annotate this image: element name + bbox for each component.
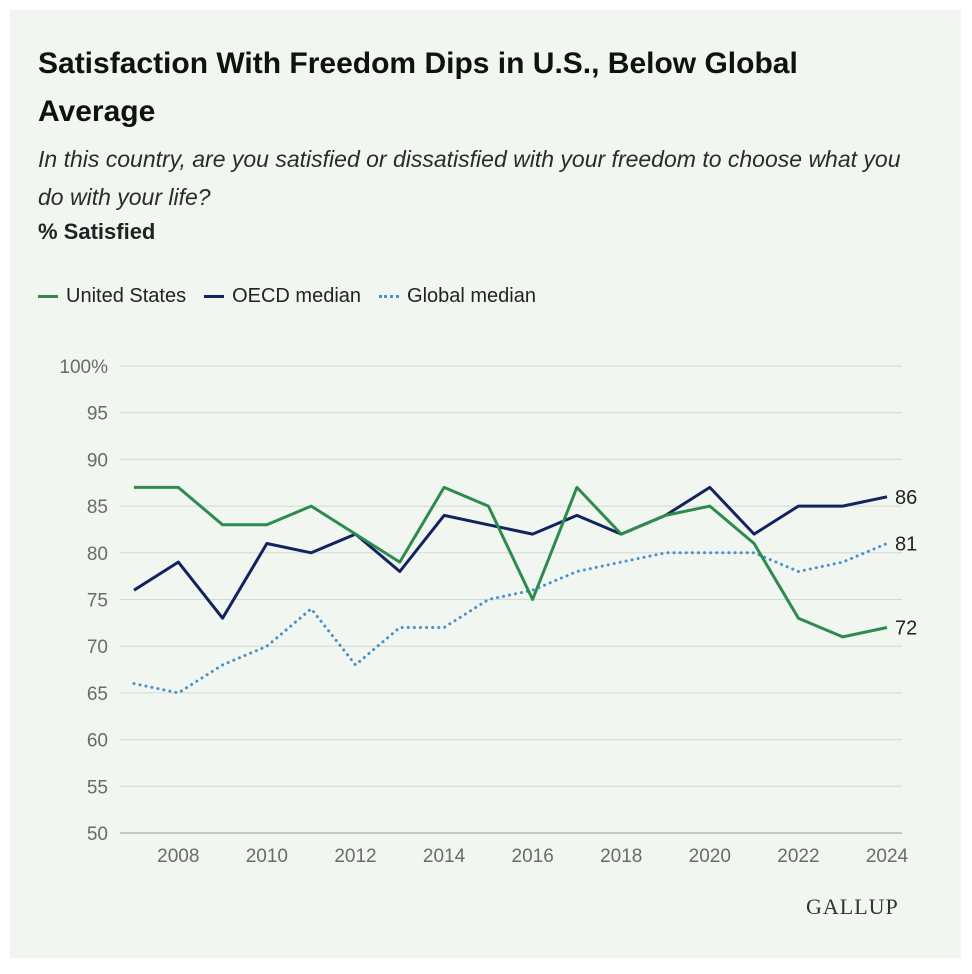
chart-title: Satisfaction With Freedom Dips in U.S., … <box>38 47 798 128</box>
x-tick-label-2008: 2008 <box>157 846 199 867</box>
legend: United States OECD median Global median <box>38 282 536 310</box>
unit-label: % Satisfied <box>38 219 156 244</box>
chart-subtitle: In this country, are you satisfied or di… <box>38 146 901 210</box>
legend-label-united-states: United States <box>66 284 187 307</box>
x-tick-label-2014: 2014 <box>423 846 466 867</box>
x-tick-label-2016: 2016 <box>512 846 554 867</box>
end-label-united-states: 72 <box>895 618 917 640</box>
y-tick-label-95: 95 <box>87 404 108 425</box>
legend-label-global-median: Global median <box>407 284 536 307</box>
x-tick-label-2022: 2022 <box>777 846 819 867</box>
gallup-logo: GALLUP <box>806 894 899 919</box>
y-tick-label-65: 65 <box>87 684 108 705</box>
y-tick-label-80: 80 <box>87 544 108 565</box>
y-tick-label-50: 50 <box>87 824 108 845</box>
legend-swatch-united-states <box>38 294 58 298</box>
legend-item-global-median: Global median <box>379 285 536 308</box>
y-tick-label-85: 85 <box>87 497 108 518</box>
y-tick-label-90: 90 <box>87 450 108 471</box>
x-tick-label-2010: 2010 <box>246 846 288 867</box>
series-line-global-median <box>132 542 889 695</box>
end-label-global-median: 81 <box>895 533 917 555</box>
series-line-oecd-median <box>133 485 888 620</box>
legend-swatch-global-median <box>379 294 400 298</box>
y-tick-label-100: 100% <box>59 357 108 378</box>
chart-card <box>10 10 961 958</box>
y-tick-label-70: 70 <box>87 637 108 658</box>
legend-label-oecd-median: OECD median <box>232 284 362 307</box>
legend-swatch-oecd-median <box>204 294 225 298</box>
legend-item-united-states: United States <box>38 285 186 308</box>
y-tick-label-55: 55 <box>87 777 108 798</box>
x-tick-label-2024: 2024 <box>866 846 909 867</box>
end-label-oecd-median: 86 <box>895 487 917 509</box>
legend-item-oecd-median: OECD median <box>204 285 361 308</box>
x-tick-label-2020: 2020 <box>689 846 731 867</box>
x-tick-label-2012: 2012 <box>334 846 376 867</box>
y-tick-label-75: 75 <box>87 591 108 612</box>
series-line-united-states <box>134 485 888 639</box>
y-tick-label-60: 60 <box>87 731 108 752</box>
x-tick-label-2018: 2018 <box>600 846 642 867</box>
